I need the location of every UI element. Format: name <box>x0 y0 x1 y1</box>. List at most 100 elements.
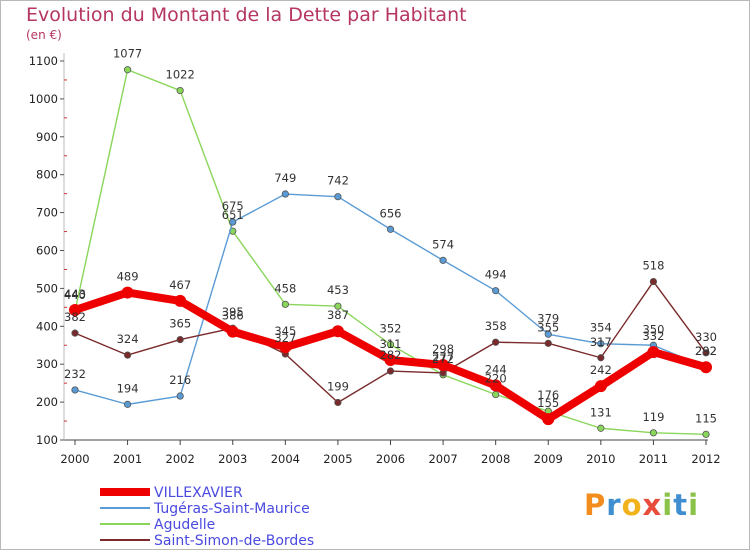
y-tick-label: 800 <box>36 168 58 182</box>
series-point-2 <box>597 424 605 432</box>
data-label: 518 <box>642 259 664 273</box>
data-label: 458 <box>274 281 296 295</box>
y-tick-label: 500 <box>36 281 58 295</box>
series-point-0 <box>331 325 344 338</box>
x-tick-label: 2008 <box>481 452 510 466</box>
data-label: 292 <box>695 344 717 358</box>
data-label: 232 <box>64 367 86 381</box>
y-tick-label: 400 <box>36 319 58 333</box>
logo-letter: i <box>662 488 674 522</box>
data-label: 332 <box>642 329 664 343</box>
data-label: 216 <box>169 373 191 387</box>
y-tick-label: 200 <box>36 395 58 409</box>
logo-letter: o <box>621 488 643 522</box>
data-label: 155 <box>537 396 559 410</box>
y-tick-label: 900 <box>36 130 58 144</box>
data-label: 742 <box>327 174 349 188</box>
x-tick-label: 2002 <box>166 452 195 466</box>
data-label: 242 <box>590 363 612 377</box>
series-point-3 <box>71 329 79 337</box>
series-point-1 <box>176 392 184 400</box>
series-point-0 <box>594 380 607 393</box>
data-label: 386 <box>222 309 244 323</box>
series-point-1 <box>544 330 552 338</box>
x-tick-label: 2007 <box>428 452 457 466</box>
y-tick-label: 700 <box>36 206 58 220</box>
logo-letter: x <box>642 488 663 522</box>
series-point-0 <box>121 286 134 299</box>
logo-letter: i <box>688 488 700 522</box>
data-label: 194 <box>117 381 139 395</box>
series-point-3 <box>123 351 132 359</box>
data-label: 358 <box>485 319 507 333</box>
data-label: 220 <box>485 372 507 386</box>
data-label: 382 <box>64 310 86 324</box>
series-point-3 <box>597 354 605 362</box>
y-tick-label: 300 <box>36 357 58 371</box>
data-label: 277 <box>432 350 454 364</box>
data-label: 324 <box>117 332 139 346</box>
data-label: 244 <box>485 362 507 376</box>
data-label: 199 <box>327 379 349 393</box>
series-point-0 <box>226 325 239 338</box>
x-tick-label: 2010 <box>586 452 615 466</box>
data-label: 749 <box>274 171 296 185</box>
data-label: 115 <box>695 411 717 425</box>
series-point-2 <box>649 429 658 437</box>
series-point-0 <box>384 354 397 367</box>
series-point-3 <box>386 367 395 375</box>
series-point-1 <box>492 287 500 295</box>
series-point-1 <box>386 225 395 233</box>
series-point-1 <box>281 190 289 198</box>
series-point-0 <box>489 379 502 392</box>
logo-letter: t <box>673 488 689 522</box>
series-point-3 <box>702 349 710 357</box>
chart-title: Evolution du Montant de la Dette par Hab… <box>26 4 467 26</box>
chart-unit: (en €) <box>26 28 62 42</box>
logo-letter: r <box>606 488 622 522</box>
series-point-1 <box>439 256 447 264</box>
series-point-1 <box>123 400 132 408</box>
data-label: 311 <box>380 337 402 351</box>
data-label: 675 <box>222 199 244 213</box>
series-point-3 <box>334 398 342 407</box>
data-label: 453 <box>327 283 349 297</box>
data-label: 651 <box>222 208 244 222</box>
data-label: 1077 <box>113 47 142 61</box>
data-label: 467 <box>169 278 191 292</box>
series-point-3 <box>492 338 500 346</box>
data-label: 489 <box>117 270 139 284</box>
series-point-0 <box>700 361 712 374</box>
legend-label: Tugéras-Saint-Maurice <box>153 501 310 517</box>
data-label: 292 <box>695 344 717 358</box>
data-label: 354 <box>590 321 612 335</box>
data-label: 494 <box>485 268 507 282</box>
series-point-0 <box>69 304 81 317</box>
y-tick-label: 100 <box>36 433 58 447</box>
series-point-1 <box>71 386 79 394</box>
data-label: 176 <box>537 388 559 402</box>
data-label: 317 <box>590 335 612 349</box>
x-tick-label: 2012 <box>691 452 720 466</box>
proxiti-logo: Proxiti <box>584 488 699 522</box>
series-point-1 <box>334 193 342 201</box>
data-label: 355 <box>537 320 559 334</box>
data-label: 387 <box>327 308 349 322</box>
x-tick-label: 2004 <box>271 452 300 466</box>
series-point-2 <box>492 390 500 399</box>
data-label: 395 <box>222 305 244 319</box>
x-tick-label: 2006 <box>376 452 405 466</box>
logo-letter: P <box>584 488 607 522</box>
legend-label: Saint-Simon-de-Bordes <box>154 533 314 549</box>
data-label: 330 <box>695 330 717 344</box>
series-point-0 <box>174 294 187 307</box>
series-point-2 <box>386 340 395 349</box>
series-point-3 <box>544 339 552 347</box>
series-point-2 <box>334 302 342 310</box>
series-point-0 <box>437 358 450 371</box>
series-point-0 <box>542 413 555 426</box>
series-point-2 <box>702 430 710 438</box>
x-tick-label: 2009 <box>534 452 563 466</box>
